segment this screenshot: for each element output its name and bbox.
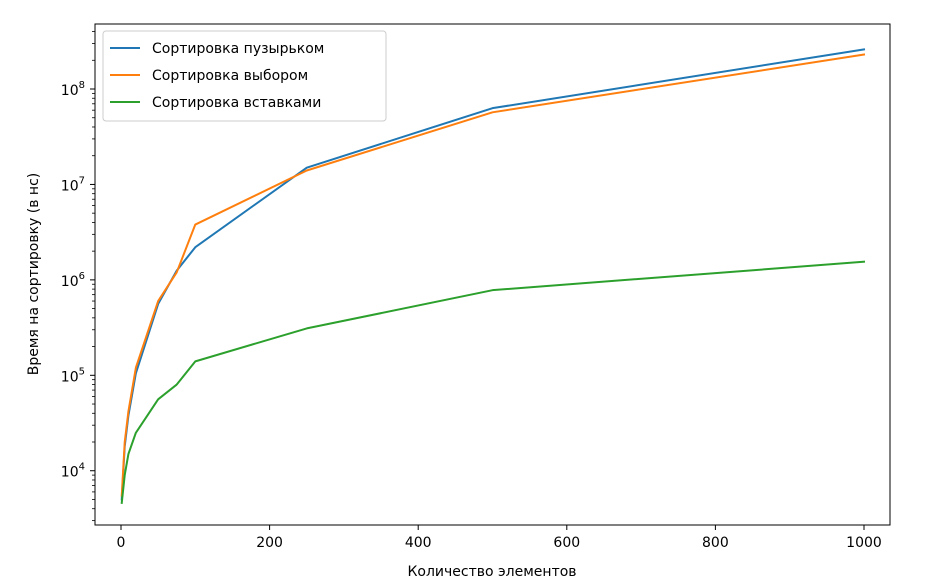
x-tick-label: 800 [702, 535, 729, 551]
series-layer [120, 48, 866, 505]
y-tick-label: 107 [61, 175, 85, 194]
x-tick-label: 1000 [846, 535, 882, 551]
y-tick-exponent: 4 [79, 462, 85, 473]
x-tick-label: 0 [117, 535, 126, 551]
y-tick-base: 10 [61, 274, 79, 290]
plot-frame [94, 23, 891, 526]
y-tick-label: 104 [61, 462, 85, 481]
y-tick-exponent: 6 [79, 271, 85, 282]
legend-label-3: Сортировка вставками [152, 95, 321, 111]
y-tick-label: 105 [61, 366, 85, 385]
series-line-3 [120, 260, 866, 505]
y-tick-exponent: 7 [79, 175, 85, 186]
x-axis-label: Количество элементов [407, 564, 576, 580]
y-tick-exponent: 5 [79, 366, 85, 377]
y-tick-base: 10 [61, 369, 79, 385]
x-tick-label: 200 [256, 535, 283, 551]
legend: Сортировка пузырьком Сортировка выбором Со… [102, 30, 387, 122]
x-axis-ticks: 0 200 400 600 800 1000 [117, 525, 882, 551]
legend-frame [102, 30, 387, 122]
y-tick-label: 106 [61, 271, 85, 290]
series-line-2 [120, 53, 866, 497]
x-tick-label: 600 [553, 535, 580, 551]
y-axis-label: Время на сортировку (в нс) [26, 173, 42, 376]
x-tick-label: 400 [405, 535, 432, 551]
legend-label-2: Сортировка выбором [152, 68, 308, 84]
legend-label-1: Сортировка пузырьком [152, 41, 324, 57]
y-tick-exponent: 8 [79, 80, 85, 91]
y-tick-base: 10 [61, 465, 79, 481]
y-tick-base: 10 [61, 83, 79, 99]
y-tick-label: 108 [61, 80, 85, 99]
y-tick-base: 10 [61, 178, 79, 194]
